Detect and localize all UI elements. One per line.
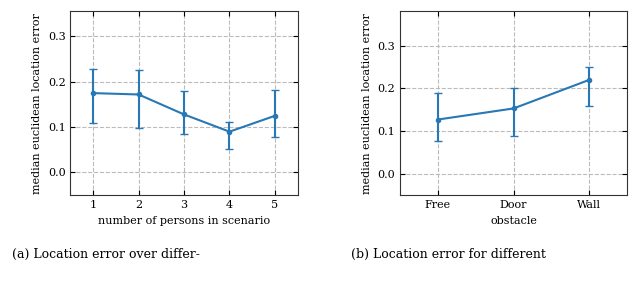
X-axis label: number of persons in scenario: number of persons in scenario [98,216,270,226]
Y-axis label: median euclidean location error: median euclidean location error [362,13,372,194]
X-axis label: obstacle: obstacle [490,216,537,226]
Text: (b) Location error for different: (b) Location error for different [351,248,545,261]
Y-axis label: median euclidean location error: median euclidean location error [32,13,42,194]
Text: (a) Location error over differ-: (a) Location error over differ- [12,248,200,261]
